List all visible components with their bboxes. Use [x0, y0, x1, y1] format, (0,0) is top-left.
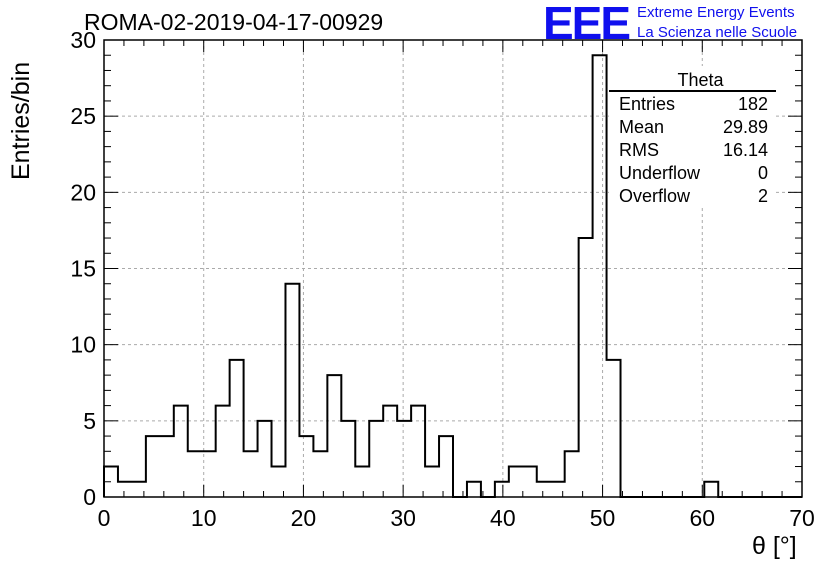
histogram-bin [341, 421, 355, 497]
y-tick-label: 5 [83, 408, 96, 434]
histogram-bin [285, 284, 299, 497]
logo-line-2: La Scienza nelle Scuole [637, 24, 798, 41]
stats-value-overflow: 2 [758, 186, 768, 206]
stats-title: Theta [677, 70, 724, 90]
histogram-bin [369, 421, 383, 497]
histogram-bin [397, 421, 411, 497]
histogram-bin [439, 436, 453, 497]
histogram-bin [118, 482, 132, 497]
stats-value-underflow: 0 [758, 163, 768, 183]
histogram-bin [146, 436, 160, 497]
histogram-bin [523, 467, 537, 497]
histogram-bin [593, 55, 607, 497]
stats-value-entries: 182 [738, 94, 768, 114]
x-axis-label: θ [°] [752, 532, 797, 560]
stats-value-mean: 29.89 [723, 117, 768, 137]
histogram-bin [244, 451, 258, 497]
x-tick-label: 30 [390, 505, 416, 531]
stats-value-rms: 16.14 [723, 140, 768, 160]
histogram-bin [327, 375, 341, 497]
y-tick-label: 0 [83, 484, 96, 510]
histogram-bin [299, 436, 313, 497]
y-tick-label: 10 [70, 332, 96, 358]
y-tick-label: 20 [70, 179, 96, 205]
y-tick-label: 15 [70, 256, 96, 282]
histogram-bin [174, 406, 188, 497]
stats-label-underflow: Underflow [619, 163, 701, 183]
histogram-bin [495, 482, 509, 497]
histogram-bin [537, 482, 551, 497]
histogram-bin [355, 467, 369, 497]
histogram-bin [579, 238, 593, 497]
histogram-bin [467, 482, 481, 497]
x-tick-label: 50 [590, 505, 616, 531]
histogram-bin [313, 451, 327, 497]
histogram-bin [160, 436, 174, 497]
y-tick-label: 30 [70, 27, 96, 53]
y-tick-label: 25 [70, 103, 96, 129]
stats-label-mean: Mean [619, 117, 664, 137]
histogram-bin [230, 360, 244, 497]
x-tick-label: 10 [191, 505, 217, 531]
histogram-bin [216, 406, 230, 497]
histogram-bin [188, 451, 202, 497]
histogram-bin [411, 406, 425, 497]
stats-label-entries: Entries [619, 94, 675, 114]
histogram-bin [704, 482, 718, 497]
eee-logo: EEE [543, 0, 631, 49]
histogram-bin [258, 421, 272, 497]
histogram-bin [425, 467, 439, 497]
histogram-title: ROMA-02-2019-04-17-00929 [84, 9, 384, 35]
x-tick-label: 20 [291, 505, 317, 531]
x-tick-label: 0 [98, 505, 111, 531]
x-tick-label: 70 [789, 505, 815, 531]
logo-line-1: Extreme Energy Events [637, 4, 795, 21]
stats-background [609, 66, 776, 208]
histogram-bin [607, 360, 621, 497]
x-tick-label: 40 [490, 505, 516, 531]
x-tick-label: 60 [689, 505, 715, 531]
grid [104, 40, 802, 497]
histogram-bin [509, 467, 523, 497]
histogram-bin [383, 406, 397, 497]
stats-label-overflow: Overflow [619, 186, 691, 206]
stats-label-rms: RMS [619, 140, 659, 160]
histogram-bin [565, 451, 579, 497]
